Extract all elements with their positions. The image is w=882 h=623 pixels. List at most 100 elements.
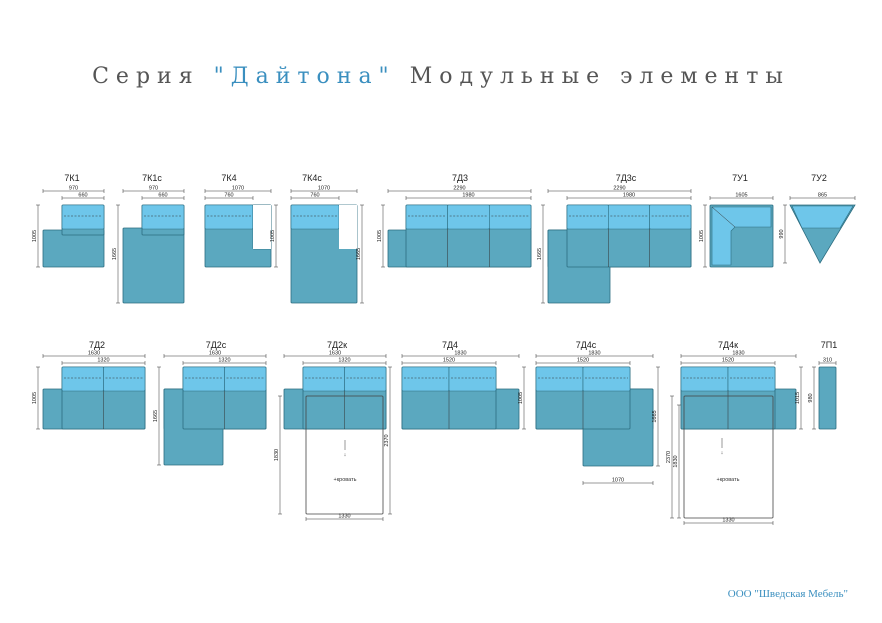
dimension-label: 1070: [612, 478, 624, 484]
dimension-label: 1980: [462, 193, 474, 199]
module-label: 7К1: [64, 173, 79, 183]
wedge-cushion: [791, 205, 854, 229]
dimension-label: 1320: [97, 358, 109, 364]
module-label: 7П1: [821, 340, 837, 350]
module-label: 7К4с: [302, 173, 322, 183]
dimension-label: 1520: [443, 358, 455, 364]
dimension-label: 760: [310, 193, 319, 199]
module-label: 7Д2с: [206, 340, 227, 350]
dimension-label: 310: [823, 358, 832, 364]
corner-cushion: [711, 206, 772, 266]
seat-cushion: [447, 204, 490, 230]
dimension-label: 1630: [329, 351, 341, 357]
dimension-label: 1665: [537, 248, 543, 260]
company-name: ООО "Шведская Мебель": [727, 588, 848, 600]
seat-cushion: [61, 366, 104, 392]
dimension-label: 865: [818, 193, 827, 199]
module-label: 7Д4к: [718, 340, 738, 350]
dimension-label: 1980: [623, 193, 635, 199]
dimension-label: 1665: [112, 248, 118, 260]
dimension-label: 1005: [32, 392, 38, 404]
module-label: 7У1: [732, 173, 748, 183]
seat-cushion: [680, 366, 729, 392]
corner-seam: [711, 206, 736, 228]
dimension-label: 2370: [666, 451, 672, 463]
seat-cushion: [141, 204, 185, 230]
module-7У2: 7У2 865 990: [779, 173, 856, 264]
dimension-label: 1320: [338, 358, 350, 364]
dimension-label: 1005: [270, 230, 276, 242]
dimension-label: 1070: [232, 186, 244, 192]
seat-cushion: [224, 366, 267, 392]
dimension-label: 660: [158, 193, 167, 199]
bed-label: +кровать: [717, 477, 740, 483]
module-body: [818, 366, 837, 430]
seat-cushion: [401, 366, 450, 392]
module-label: 7Д4: [442, 340, 458, 350]
dimension-label: 1830: [274, 449, 280, 461]
seat-cushion: [103, 366, 146, 392]
seat-cushion: [566, 204, 609, 230]
module-label: 7Д2: [89, 340, 105, 350]
seat-cushion: [489, 204, 532, 230]
module-label: 7Д2к: [327, 340, 347, 350]
seat-cushion: [727, 366, 776, 392]
dimension-label: 1830: [673, 455, 679, 467]
dimension-label: 980: [808, 393, 814, 402]
seat-cushion: [582, 366, 631, 392]
dimension-label: 2290: [613, 186, 625, 192]
arm-cutout: [253, 205, 271, 249]
dimension-label: 1005: [377, 230, 383, 242]
seat-cushion: [448, 366, 497, 392]
dimension-label: 1330: [722, 518, 734, 524]
dimension-label: 1520: [722, 358, 734, 364]
seat-cushion: [535, 366, 584, 392]
module-body: [42, 229, 105, 268]
module-7У1: 7У1 1605 1005: [699, 173, 774, 268]
dimension-label: 660: [78, 193, 87, 199]
dimension-label: 760: [224, 193, 233, 199]
dimension-label: 1630: [209, 351, 221, 357]
bed-arrow-head: ↓: [344, 452, 347, 458]
page-title: Серия "Дайтона" Модульные элементы: [0, 64, 882, 89]
dimension-label: 1605: [735, 193, 747, 199]
bed-arrow-head: ↓: [721, 450, 724, 456]
bed-label: +кровать: [334, 477, 357, 483]
title-prefix: Серия: [92, 64, 200, 89]
seat-cushion: [61, 204, 105, 230]
seat-cushion: [204, 204, 254, 230]
dimension-label: 1665: [652, 410, 658, 422]
seat-cushion: [649, 204, 692, 230]
dimension-label: 1665: [153, 410, 159, 422]
title-series-name: "Дайтона": [213, 64, 396, 89]
module-label: 7У2: [811, 173, 827, 183]
dimension-label: 1630: [88, 351, 100, 357]
dimension-label: 1015: [795, 392, 801, 404]
seat-cushion: [290, 204, 340, 230]
dimension-label: 1830: [588, 351, 600, 357]
seat-cushion: [608, 204, 650, 230]
dimension-label: 1520: [577, 358, 589, 364]
dimension-label: 2370: [384, 434, 390, 446]
bed-outline: [683, 395, 774, 519]
bed-outline: [305, 395, 384, 515]
dimension-label: 1005: [518, 392, 524, 404]
dimension-label: 970: [69, 186, 78, 192]
dimension-label: 1830: [732, 351, 744, 357]
dimension-label: 1070: [318, 186, 330, 192]
dimension-label: 1830: [454, 351, 466, 357]
seat-cushion: [182, 366, 225, 392]
dimension-label: 1320: [218, 358, 230, 364]
title-suffix: Модульные элементы: [409, 64, 790, 89]
dimension-label: 1005: [32, 230, 38, 242]
module-label: 7Д3с: [616, 173, 637, 183]
seat-cushion: [344, 366, 387, 392]
dimension-label: 1665: [356, 248, 362, 260]
